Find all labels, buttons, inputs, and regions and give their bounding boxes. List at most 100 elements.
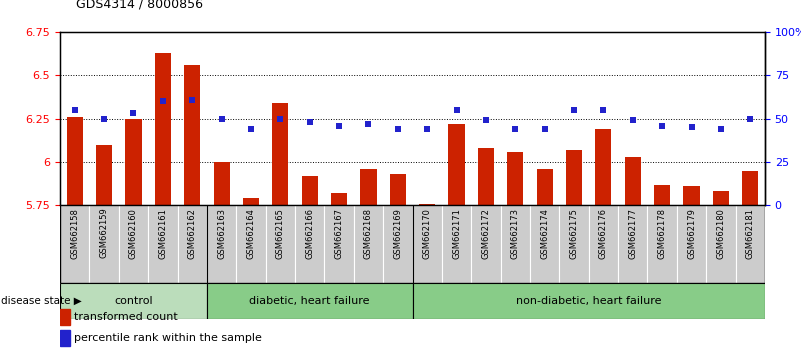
Bar [501, 205, 530, 283]
Bar [354, 205, 383, 283]
Bar [302, 176, 318, 205]
Bar [413, 283, 765, 319]
Point [450, 107, 463, 113]
Text: GSM662173: GSM662173 [511, 208, 520, 259]
Point [480, 118, 493, 123]
Point [362, 121, 375, 127]
Bar [331, 193, 347, 205]
Bar [60, 283, 207, 319]
Point [421, 126, 433, 132]
Text: GSM662177: GSM662177 [628, 208, 638, 259]
Bar [566, 150, 582, 205]
Bar [413, 205, 442, 283]
Point [332, 123, 345, 129]
Text: percentile rank within the sample: percentile rank within the sample [74, 333, 262, 343]
Text: GSM662175: GSM662175 [570, 208, 578, 258]
Bar [683, 186, 699, 205]
Bar [471, 205, 501, 283]
Text: GSM662168: GSM662168 [364, 208, 373, 259]
Text: GSM662178: GSM662178 [658, 208, 666, 259]
Bar [295, 205, 324, 283]
Point [186, 97, 199, 102]
Text: GDS4314 / 8000856: GDS4314 / 8000856 [76, 0, 203, 11]
Bar [243, 198, 259, 205]
Bar [449, 124, 465, 205]
Text: GSM662180: GSM662180 [716, 208, 726, 258]
Text: GSM662179: GSM662179 [687, 208, 696, 258]
Bar [207, 205, 236, 283]
Bar [442, 205, 471, 283]
Point [626, 118, 639, 123]
Point [538, 126, 551, 132]
Bar [178, 205, 207, 283]
Bar [654, 184, 670, 205]
Bar [207, 283, 413, 319]
Bar [595, 129, 611, 205]
Point [304, 119, 316, 125]
Point [714, 126, 727, 132]
Point [274, 116, 287, 121]
Bar [236, 205, 266, 283]
Bar [383, 205, 413, 283]
Point [98, 116, 111, 121]
Bar [390, 174, 406, 205]
Bar [537, 169, 553, 205]
Bar [706, 205, 735, 283]
Point [509, 126, 521, 132]
Text: GSM662158: GSM662158 [70, 208, 79, 258]
Point [156, 98, 169, 104]
Bar [677, 205, 706, 283]
Bar [530, 205, 559, 283]
Bar [735, 205, 765, 283]
Text: GSM662176: GSM662176 [599, 208, 608, 259]
Bar [559, 205, 589, 283]
Text: GSM662170: GSM662170 [423, 208, 432, 258]
Point [656, 123, 669, 129]
Text: diabetic, heart failure: diabetic, heart failure [249, 296, 370, 306]
Point [685, 124, 698, 130]
Bar [618, 205, 647, 283]
Bar [507, 152, 523, 205]
Text: GSM662172: GSM662172 [481, 208, 490, 258]
Point [215, 116, 228, 121]
Text: GSM662169: GSM662169 [393, 208, 402, 258]
Text: GSM662160: GSM662160 [129, 208, 138, 258]
Point [392, 126, 405, 132]
Bar [743, 171, 759, 205]
Bar [713, 192, 729, 205]
Text: GSM662163: GSM662163 [217, 208, 226, 259]
Bar [647, 205, 677, 283]
Bar [478, 148, 494, 205]
Text: GSM662164: GSM662164 [247, 208, 256, 258]
Bar [155, 53, 171, 205]
Point [127, 110, 140, 116]
Text: GSM662174: GSM662174 [540, 208, 549, 258]
Bar [60, 309, 70, 325]
Text: GSM662171: GSM662171 [452, 208, 461, 258]
Text: GSM662159: GSM662159 [99, 208, 109, 258]
Bar [90, 205, 119, 283]
Bar [148, 205, 178, 283]
Bar [589, 205, 618, 283]
Bar [324, 205, 354, 283]
Text: control: control [115, 296, 153, 306]
Text: non-diabetic, heart failure: non-diabetic, heart failure [516, 296, 662, 306]
Bar [60, 205, 90, 283]
Point [568, 107, 581, 113]
Bar [66, 117, 83, 205]
Bar [625, 157, 641, 205]
Bar [214, 162, 230, 205]
Text: disease state ▶: disease state ▶ [1, 296, 82, 306]
Bar [119, 205, 148, 283]
Bar [272, 103, 288, 205]
Text: GSM662181: GSM662181 [746, 208, 755, 258]
Bar [126, 119, 142, 205]
Text: GSM662166: GSM662166 [305, 208, 314, 259]
Text: GSM662165: GSM662165 [276, 208, 285, 258]
Point [244, 126, 257, 132]
Point [744, 116, 757, 121]
Point [68, 107, 81, 113]
Text: GSM662167: GSM662167 [335, 208, 344, 259]
Bar [419, 204, 435, 205]
Text: GSM662162: GSM662162 [187, 208, 197, 258]
